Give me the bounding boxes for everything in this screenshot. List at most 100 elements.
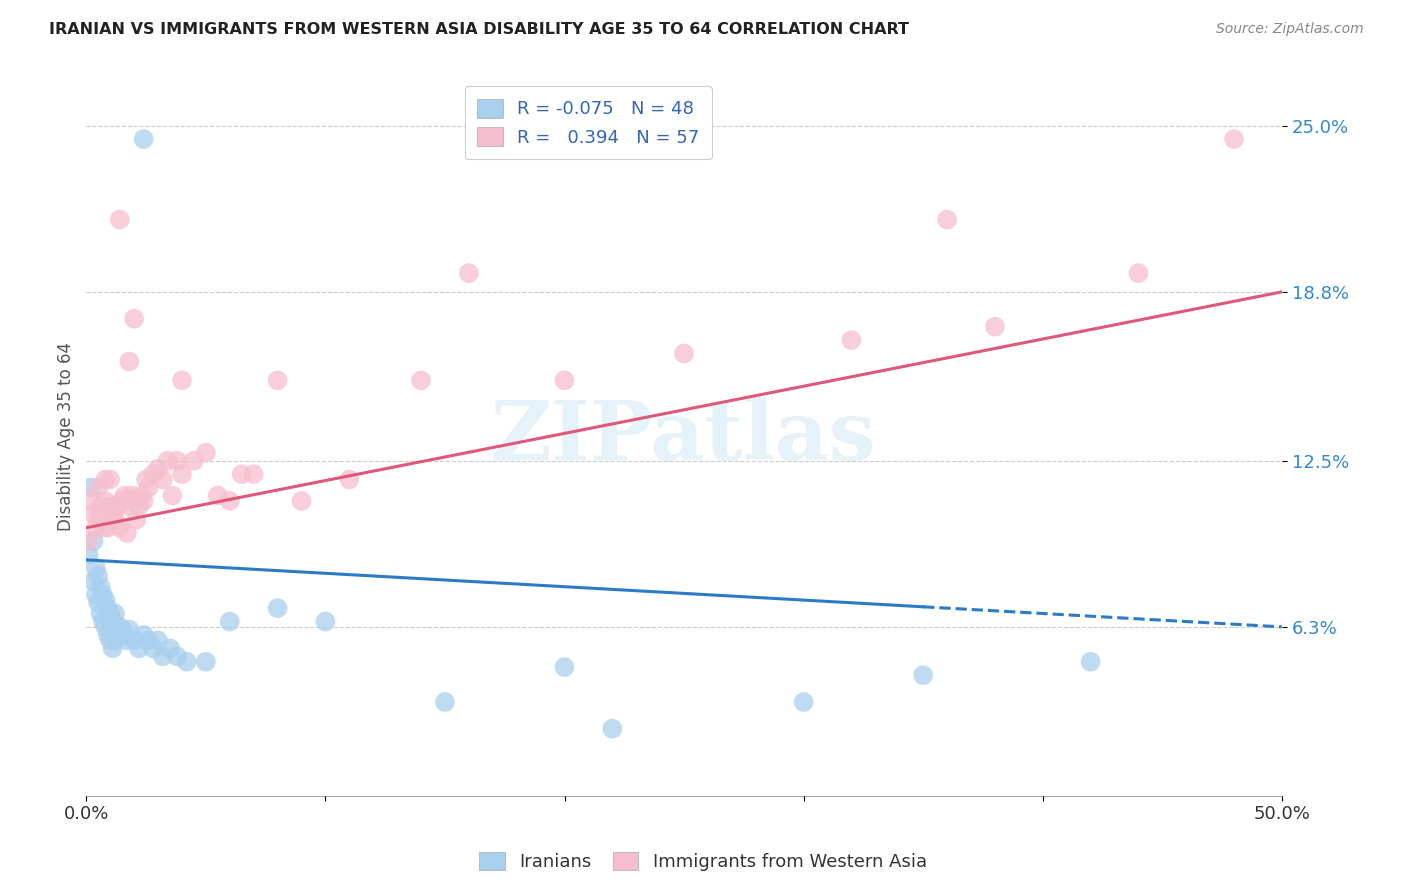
Point bbox=[122, 633, 145, 648]
Point bbox=[170, 373, 193, 387]
Point bbox=[84, 561, 107, 575]
Point bbox=[132, 628, 155, 642]
Point bbox=[135, 473, 157, 487]
Point bbox=[218, 494, 240, 508]
Point bbox=[97, 628, 120, 642]
Point bbox=[602, 722, 624, 736]
Point bbox=[87, 508, 110, 522]
Point bbox=[82, 534, 104, 549]
Point bbox=[97, 521, 120, 535]
Point bbox=[94, 494, 117, 508]
Point bbox=[166, 454, 188, 468]
Point bbox=[176, 655, 198, 669]
Point bbox=[104, 633, 127, 648]
Point bbox=[152, 473, 174, 487]
Point bbox=[108, 620, 131, 634]
Point bbox=[87, 596, 110, 610]
Point bbox=[98, 607, 121, 621]
Point bbox=[87, 569, 110, 583]
Point bbox=[554, 660, 576, 674]
Point bbox=[80, 494, 103, 508]
Point bbox=[108, 521, 131, 535]
Point bbox=[114, 489, 136, 503]
Point bbox=[266, 373, 288, 387]
Point bbox=[121, 489, 143, 503]
Point bbox=[183, 454, 205, 468]
Point bbox=[108, 212, 131, 227]
Point bbox=[1223, 132, 1246, 146]
Point bbox=[128, 500, 150, 514]
Legend: Iranians, Immigrants from Western Asia: Iranians, Immigrants from Western Asia bbox=[472, 845, 934, 879]
Point bbox=[122, 311, 145, 326]
Point bbox=[194, 655, 217, 669]
Point bbox=[91, 615, 114, 629]
Point bbox=[80, 481, 103, 495]
Point bbox=[98, 473, 121, 487]
Point bbox=[90, 580, 112, 594]
Point bbox=[118, 623, 141, 637]
Point bbox=[101, 508, 124, 522]
Point bbox=[207, 489, 229, 503]
Point bbox=[166, 649, 188, 664]
Point bbox=[142, 467, 165, 482]
Point bbox=[936, 212, 959, 227]
Point bbox=[94, 593, 117, 607]
Point bbox=[138, 633, 160, 648]
Point bbox=[82, 574, 104, 589]
Point bbox=[242, 467, 264, 482]
Point bbox=[231, 467, 253, 482]
Point bbox=[118, 500, 141, 514]
Point bbox=[104, 607, 127, 621]
Point bbox=[105, 500, 128, 514]
Point bbox=[146, 633, 169, 648]
Point bbox=[91, 588, 114, 602]
Point bbox=[94, 620, 117, 634]
Point bbox=[115, 633, 138, 648]
Point bbox=[105, 628, 128, 642]
Point bbox=[90, 607, 112, 621]
Point bbox=[101, 641, 124, 656]
Point bbox=[170, 467, 193, 482]
Point bbox=[162, 489, 184, 503]
Text: Source: ZipAtlas.com: Source: ZipAtlas.com bbox=[1216, 22, 1364, 37]
Point bbox=[111, 494, 134, 508]
Point bbox=[104, 513, 127, 527]
Point bbox=[984, 319, 1007, 334]
Point bbox=[433, 695, 456, 709]
Point bbox=[111, 623, 134, 637]
Legend: R = -0.075   N = 48, R =   0.394   N = 57: R = -0.075 N = 48, R = 0.394 N = 57 bbox=[465, 87, 711, 160]
Point bbox=[91, 521, 114, 535]
Point bbox=[266, 601, 288, 615]
Point bbox=[194, 445, 217, 459]
Point bbox=[128, 641, 150, 656]
Point bbox=[125, 513, 148, 527]
Point bbox=[152, 649, 174, 664]
Point bbox=[138, 481, 160, 495]
Point bbox=[122, 494, 145, 508]
Point bbox=[132, 132, 155, 146]
Point bbox=[132, 494, 155, 508]
Y-axis label: Disability Age 35 to 64: Disability Age 35 to 64 bbox=[58, 343, 75, 531]
Point bbox=[77, 548, 100, 562]
Point bbox=[218, 615, 240, 629]
Point bbox=[84, 588, 107, 602]
Point bbox=[118, 354, 141, 368]
Point bbox=[114, 628, 136, 642]
Point bbox=[337, 473, 360, 487]
Text: IRANIAN VS IMMIGRANTS FROM WESTERN ASIA DISABILITY AGE 35 TO 64 CORRELATION CHAR: IRANIAN VS IMMIGRANTS FROM WESTERN ASIA … bbox=[49, 22, 910, 37]
Point bbox=[457, 266, 479, 280]
Point bbox=[98, 633, 121, 648]
Point bbox=[90, 500, 112, 514]
Point bbox=[314, 615, 336, 629]
Point bbox=[84, 521, 107, 535]
Point bbox=[82, 508, 104, 522]
Point bbox=[87, 481, 110, 495]
Point bbox=[156, 454, 179, 468]
Point bbox=[115, 526, 138, 541]
Point bbox=[793, 695, 815, 709]
Point bbox=[290, 494, 312, 508]
Point bbox=[101, 615, 124, 629]
Point bbox=[159, 641, 181, 656]
Point bbox=[912, 668, 935, 682]
Point bbox=[97, 601, 120, 615]
